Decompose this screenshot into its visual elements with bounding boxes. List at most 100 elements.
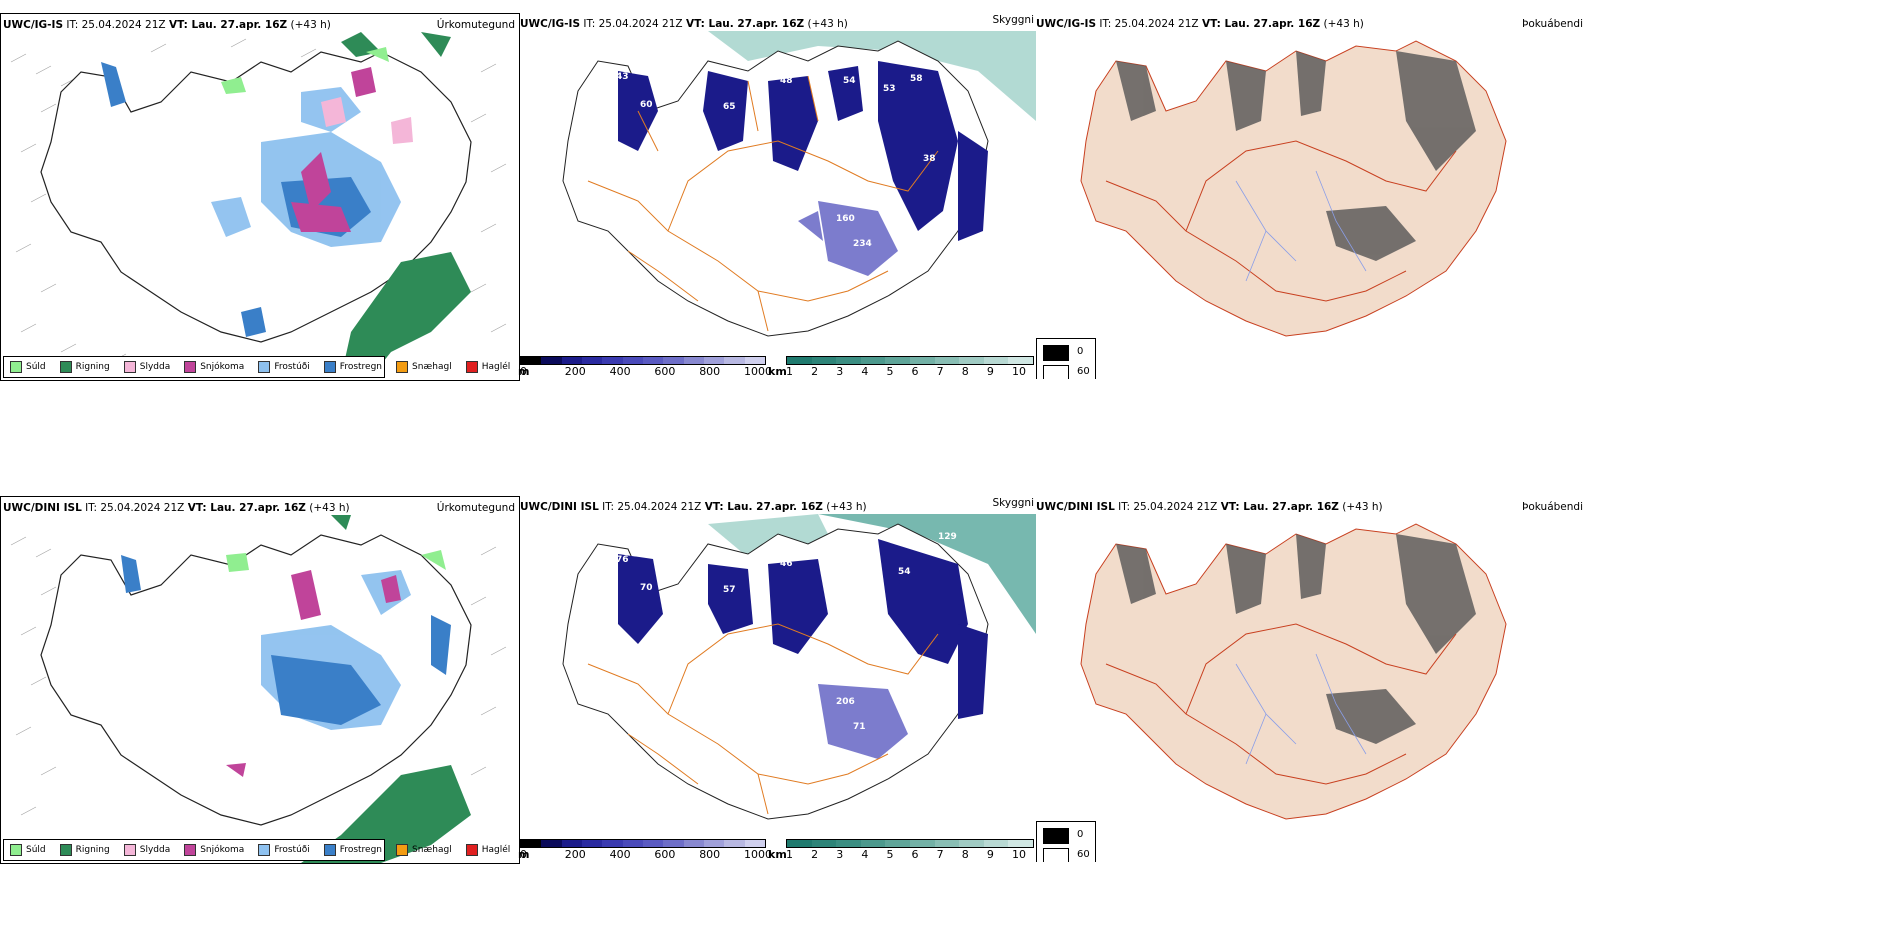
colorbar-segment: [663, 840, 684, 847]
legend-item-rigning: Rigning: [59, 361, 110, 373]
panel-title: UWC/DINI ISL IT: 25.04.2024 21Z VT: Lau.…: [3, 502, 350, 514]
legend-swatch: [123, 361, 136, 373]
colorbar-segment: [642, 840, 664, 847]
vis-value: 160: [836, 214, 855, 224]
colorbar-tick: 9: [986, 848, 994, 861]
vis-value: 58: [910, 74, 923, 84]
panel-label: Þokuábendi: [1522, 501, 1583, 513]
legend-item-slydda: Slydda: [123, 361, 170, 373]
colorbar-segment: [642, 357, 664, 364]
colorbar-tick: 400: [609, 848, 631, 861]
fog-legend-light-swatch: [1043, 848, 1069, 862]
fog-legend: 0 60: [1036, 821, 1096, 862]
colorbar-segment: [836, 840, 861, 847]
colorbar-segment: [885, 840, 910, 847]
visibility-m-colorbar: 0 200 400 600 800 1000: [520, 356, 772, 378]
colorbar-tick: 10: [1012, 365, 1026, 378]
visibility-map: 43 60 65 48 54 53 58 38 160 234: [562, 31, 1036, 337]
fog-legend-dark-swatch: [1043, 828, 1069, 844]
colorbar-segment: [1008, 357, 1033, 364]
km-unit: km: [768, 365, 787, 378]
panel-title: UWC/DINI ISL IT: 25.04.2024 21Z VT: Lau.…: [520, 501, 867, 513]
precip-panel-top: UWC/IG-IS IT: 25.04.2024 21Z VT: Lau. 27…: [0, 13, 520, 381]
legend-item-frostregn: Frostregn: [323, 361, 382, 373]
colorbar-tick: 200: [564, 848, 586, 861]
visibility-panel-top: UWC/IG-IS IT: 25.04.2024 21Z VT: Lau. 27…: [518, 13, 1036, 379]
colorbar-tick: 8: [961, 848, 969, 861]
colorbar-segment: [581, 357, 603, 364]
fog-panel-bottom: UWC/DINI ISL IT: 25.04.2024 21Z VT: Lau.…: [1036, 496, 1900, 862]
colorbar-tick: 1000: [744, 848, 772, 861]
legend-swatch: [323, 361, 336, 373]
legend-item-frostudi: Frostúði: [258, 844, 310, 856]
colorbar-segment: [787, 357, 812, 364]
precip-map: [10, 32, 507, 377]
colorbar-tick: 7: [936, 848, 944, 861]
colorbar-segment: [521, 357, 542, 364]
vis-value: 53: [883, 84, 896, 94]
vis-value: 46: [780, 559, 793, 569]
legend-item-sudl: Súld: [10, 844, 46, 856]
vis-value: 71: [853, 722, 866, 732]
colorbar-segment: [683, 357, 704, 364]
colorbar-tick: 400: [609, 365, 631, 378]
colorbar-segment: [703, 840, 725, 847]
legend-swatch: [59, 361, 72, 373]
visibility-km-colorbar: 1 2 3 4 5 6 7 8 9 10: [786, 356, 1034, 378]
colorbar-tick: 3: [836, 365, 844, 378]
colorbar-tick: 2: [811, 848, 819, 861]
legend-swatch: [10, 844, 22, 856]
legend-item-haglel: Haglél: [465, 361, 510, 373]
precip-legend: Súld Rigning Slydda Snjókoma Frostúði Fr…: [3, 839, 510, 861]
legend-item-snjokoma: Snjókoma: [184, 361, 244, 373]
panel-title: UWC/IG-IS IT: 25.04.2024 21Z VT: Lau. 27…: [1036, 18, 1364, 30]
visibility-km-colorbar: 1 2 3 4 5 6 7 8 9 10: [786, 839, 1034, 861]
km-unit: km: [768, 848, 787, 861]
colorbar-segment: [602, 357, 623, 364]
fog-legend-light-label: 60: [1077, 366, 1090, 377]
colorbar-segment: [811, 357, 837, 364]
legend-swatch: [10, 361, 22, 373]
fog-legend-light-swatch: [1043, 365, 1069, 379]
legend-item-rigning: Rigning: [59, 844, 110, 856]
colorbar-segment: [934, 357, 960, 364]
panel-title: UWC/IG-IS IT: 25.04.2024 21Z VT: Lau. 27…: [520, 18, 848, 30]
visibility-panel-bottom: UWC/DINI ISL IT: 25.04.2024 21Z VT: Lau.…: [518, 496, 1036, 862]
colorbar-tick: 600: [654, 848, 676, 861]
colorbar-segment: [983, 357, 1009, 364]
colorbar-segment: [909, 357, 935, 364]
legend-item-snaehagl: Snæhagl: [396, 844, 452, 856]
fog-legend-dark-label: 0: [1077, 346, 1084, 357]
colorbar-tick: 0: [520, 848, 527, 861]
colorbar-segment: [860, 840, 886, 847]
legend-item-haglel: Haglél: [465, 844, 510, 856]
colorbar-tick: 4: [861, 848, 869, 861]
colorbar-segment: [602, 840, 623, 847]
legend-item-frostregn: Frostregn: [323, 844, 382, 856]
vis-value: 54: [843, 76, 856, 86]
colorbar-segment: [521, 840, 542, 847]
fog-panel-top: UWC/IG-IS IT: 25.04.2024 21Z VT: Lau. 27…: [1036, 13, 1900, 379]
legend-item-sudl: Súld: [10, 361, 46, 373]
m-unit: m: [518, 365, 530, 378]
legend-swatch: [323, 844, 336, 856]
colorbar-segment: [934, 840, 960, 847]
visibility-m-colorbar: 0 200 400 600 800 1000: [520, 839, 772, 861]
colorbar-tick: 1: [786, 365, 793, 378]
colorbar-segment: [909, 840, 935, 847]
colorbar-tick: 5: [886, 365, 894, 378]
fog-map: [1036, 514, 1556, 834]
legend-item-snjokoma: Snjókoma: [184, 844, 244, 856]
colorbar-segment: [683, 840, 704, 847]
colorbar-segment: [581, 840, 603, 847]
vis-value: 57: [723, 585, 736, 595]
panel-title: UWC/IG-IS IT: 25.04.2024 21Z VT: Lau. 27…: [3, 19, 331, 31]
colorbar-tick: 3: [836, 848, 844, 861]
legend-swatch: [184, 844, 197, 856]
fog-legend: 0 60: [1036, 338, 1096, 379]
vis-value: 48: [780, 76, 793, 86]
panel-label: Skyggni: [992, 497, 1035, 509]
legend-item-slydda: Slydda: [123, 844, 170, 856]
colorbar-segment: [561, 840, 582, 847]
vis-value: 54: [898, 567, 911, 577]
